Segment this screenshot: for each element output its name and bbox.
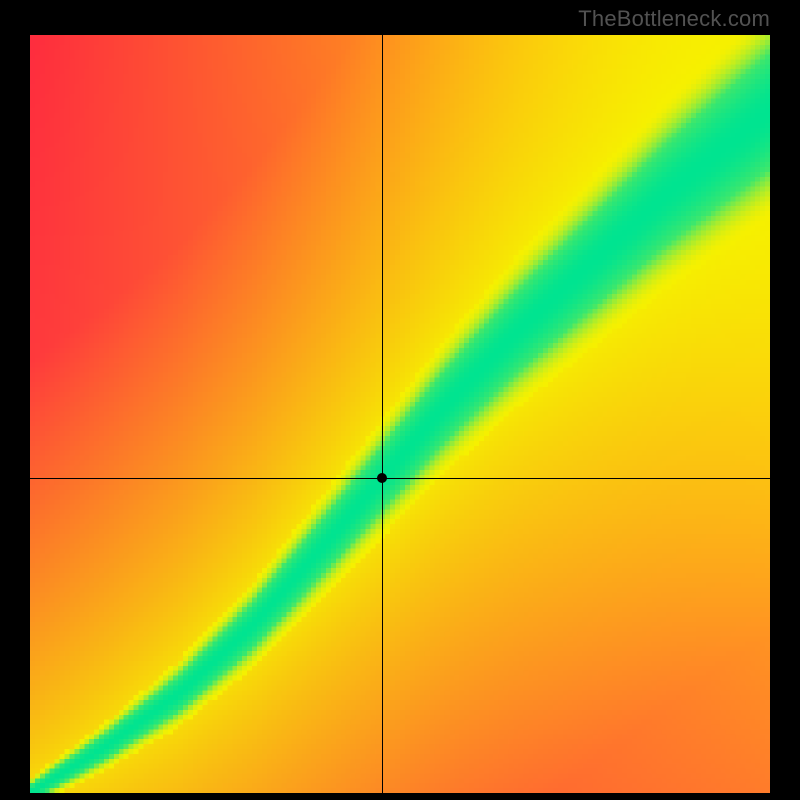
crosshair-marker [377,473,387,483]
heatmap-canvas [30,35,770,793]
chart-frame: { "source_watermark": "TheBottleneck.com… [0,0,800,800]
watermark-text: TheBottleneck.com [578,6,770,32]
crosshair-vertical [382,35,383,793]
crosshair-horizontal [30,478,770,479]
